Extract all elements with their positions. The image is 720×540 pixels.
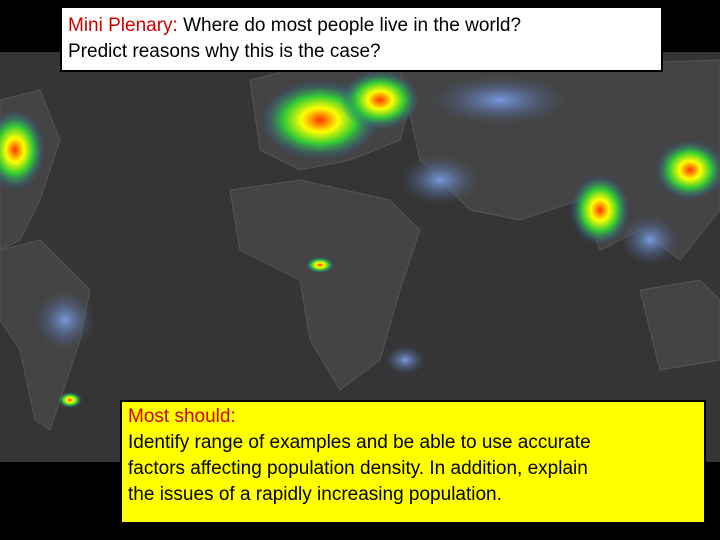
question-text: Where do most people live in the world? bbox=[183, 15, 522, 36]
question-box: Mini Plenary: Where do most people live … bbox=[60, 6, 663, 72]
city-lights bbox=[0, 70, 720, 408]
outcome-box: Most should: Identify range of examples … bbox=[120, 400, 706, 524]
question-label: Mini Plenary: bbox=[68, 15, 178, 36]
question-text: Predict reasons why this is the case? bbox=[68, 41, 381, 62]
outcome-label: Most should: bbox=[128, 406, 236, 427]
outcome-text: the issues of a rapidly increasing popul… bbox=[128, 484, 502, 505]
question-line: Mini Plenary: Where do most people live … bbox=[68, 13, 655, 39]
outcome-text: factors affecting population density. In… bbox=[128, 458, 588, 479]
outcome-text: Identify range of examples and be able t… bbox=[128, 432, 591, 453]
